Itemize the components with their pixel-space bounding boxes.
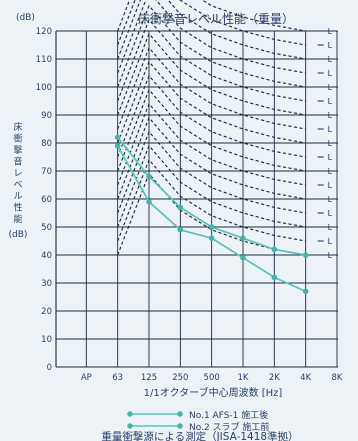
reference-curve [117,88,306,172]
y-tick-label: 30 [41,279,52,289]
reference-curve [117,158,306,242]
series-point [302,252,309,258]
chart-caption: 重量衝撃源による測定（JISA-1418準拠） [101,430,298,441]
legend-marker-2a [127,423,133,429]
legend-marker-1a [127,411,133,417]
reference-curve [117,74,306,158]
legend-label-1: No.1 AFS-1 施工後 [189,409,268,421]
reference-label: L [328,195,333,204]
series-point [114,143,121,149]
reference-label: L [328,111,333,120]
x-tick-label: 4K [300,373,311,383]
reference-label: L [328,153,333,162]
legend-marker-1b [177,411,183,417]
x-tick-label: AP [81,373,92,383]
y-tick-label: 50 [41,223,52,233]
series-layer [114,134,309,295]
y-tick-label: 120 [36,27,52,37]
reference-curve [117,0,306,60]
x-tick-label: 8K [332,373,343,383]
series-point [208,224,215,230]
reference-curve [117,60,306,144]
legend-label-2: No.2 スラブ 施工前 [189,421,269,433]
series-point [114,134,121,141]
reference-curve [117,18,306,102]
series-point [271,274,278,281]
series-point [208,235,215,241]
reference-curve [117,130,306,214]
reference-label: L [328,251,333,260]
reference-label: L [328,209,333,218]
y-tick-label: 80 [41,139,52,149]
x-tick-label: 125 [141,373,157,383]
reference-curve [117,102,306,186]
axes: 0 10 20 30 40 50 60 70 80 90 100 110 120 AP 63 125 250 50… [9,27,343,383]
legend-marker-2b [177,423,183,429]
x-axis-title: 1/1オクターブ中心周波数 [Hz] [144,386,283,399]
reference-label: L [328,139,333,148]
series-point [146,199,152,205]
reference-curve [117,144,306,228]
reference-label: L [328,69,333,78]
y-tick-label: 70 [41,167,52,177]
reference-curve [117,116,306,200]
series-point [177,227,184,233]
reference-label: L [328,41,333,50]
reference-label: L [328,27,333,36]
series-point [240,235,246,241]
y-axis-title: 床衝撃音レベル性能(dB) [9,121,28,240]
x-tick-label: 1K [238,373,249,383]
y-tick-label: 100 [36,83,52,93]
reference-label: L [328,181,333,190]
legend: No.1 AFS-1 施工後 No.2 スラブ 施工前 [127,409,269,433]
reference-label: L [328,83,333,92]
y-tick-label: 110 [36,55,52,65]
y-tick-label: 20 [41,307,52,317]
series-point [302,288,309,295]
reference-label: L [328,237,333,246]
y-tick-label: 60 [41,195,52,205]
series-point [271,246,278,253]
x-tick-label: 500 [204,373,220,383]
chart-title: 床衝撃音レベル性能（重量） [138,11,294,26]
y-tick-label: 0 [47,363,52,373]
x-tick-label: 250 [172,373,188,383]
series-point [240,254,246,261]
reference-curve [117,0,306,46]
y-unit-label: (dB) [16,13,35,23]
grid [56,30,338,368]
reference-curve [117,46,306,130]
series-point [146,173,152,180]
reference-curve [117,0,306,74]
series-point [177,204,184,211]
reference-label: L [328,223,333,232]
y-tick-label: 40 [41,251,52,261]
reference-curve [117,4,306,88]
reference-label: L [328,55,333,64]
y-tick-label: 10 [41,335,52,345]
reference-label: L [328,167,333,176]
reference-curve [117,0,306,32]
reference-label: L [328,97,333,106]
reference-curve [117,32,306,116]
y-tick-label: 90 [41,111,52,121]
x-tick-label: 63 [112,373,123,383]
reference-label: L [328,125,333,134]
x-tick-label: 2K [269,373,280,383]
